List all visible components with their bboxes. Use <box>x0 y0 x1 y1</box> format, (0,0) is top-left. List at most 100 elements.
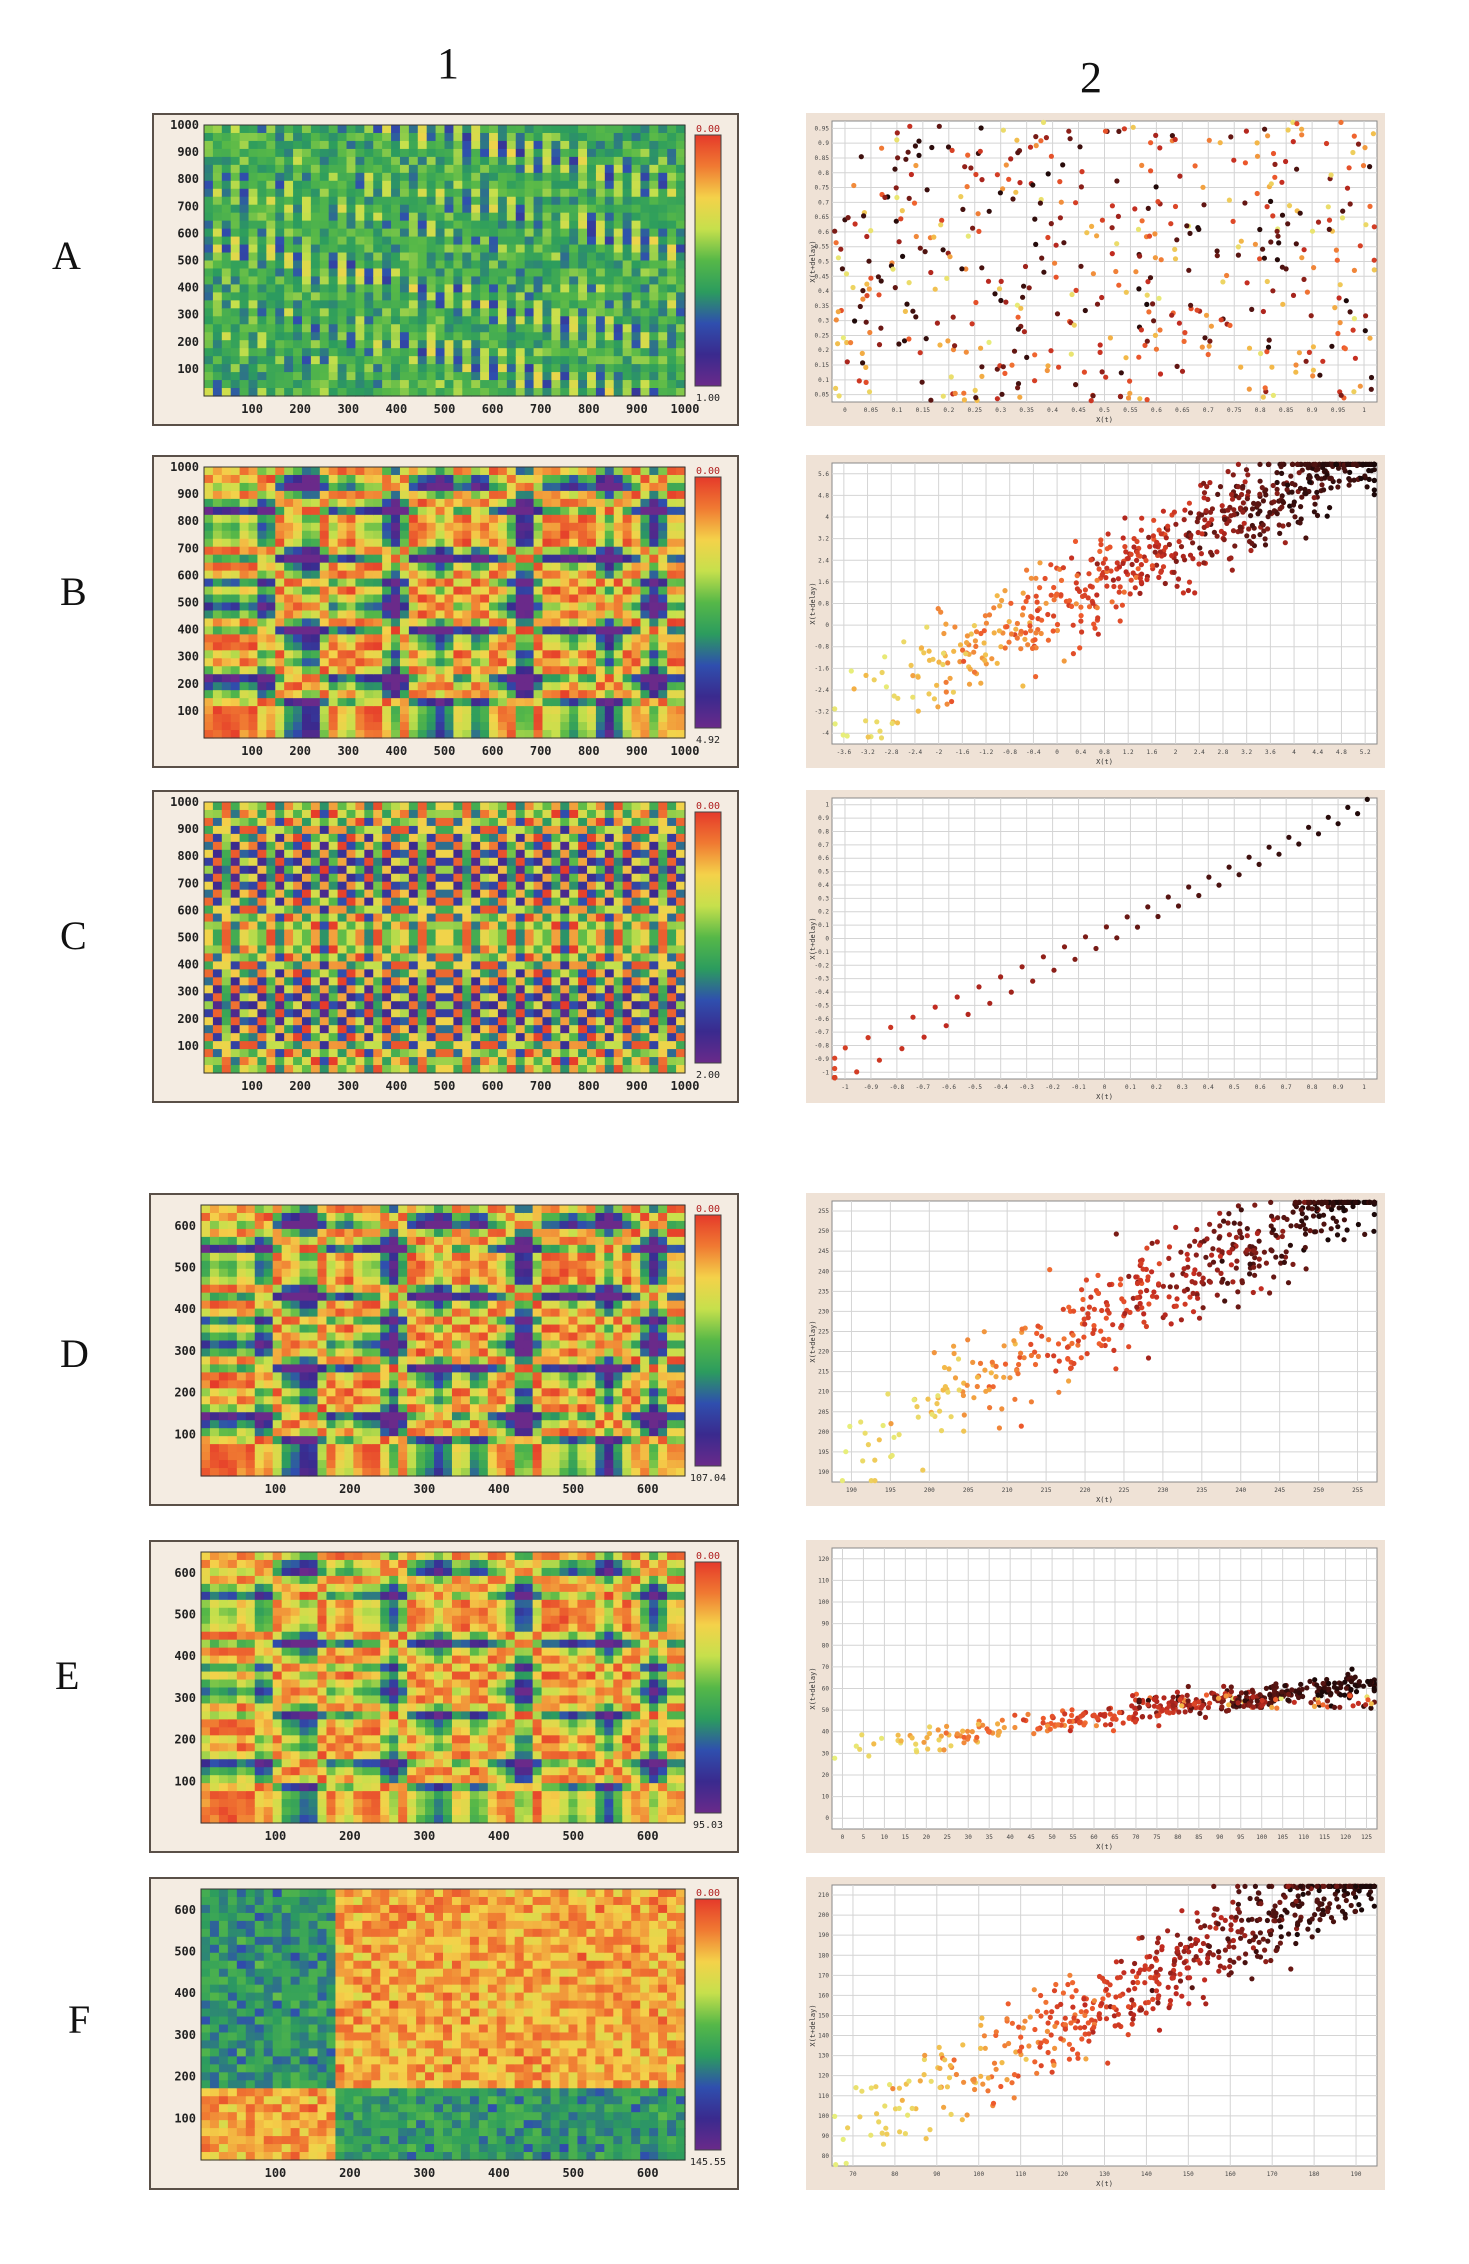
heatmap-cell <box>408 340 419 349</box>
heatmap-cell <box>248 698 259 707</box>
heatmap-cell <box>515 1025 526 1034</box>
heatmap-cell <box>622 156 633 166</box>
heatmap-cell <box>417 634 428 643</box>
heatmap-cell <box>355 1017 365 1026</box>
heatmap-cell <box>667 292 677 301</box>
heatmap-cell <box>471 993 481 1002</box>
heatmap-cell <box>480 156 490 166</box>
heatmap-cell <box>230 969 241 978</box>
heatmap-cell <box>631 602 642 612</box>
heatmap-cell <box>604 340 615 349</box>
heatmap-cell <box>489 292 499 301</box>
heatmap-cell <box>497 180 508 190</box>
heatmap-cell <box>426 1065 437 1074</box>
heatmap-cell <box>284 913 294 923</box>
heatmap-cell <box>480 1009 490 1018</box>
heatmap-cell <box>417 125 428 134</box>
heatmap-cell <box>346 881 357 891</box>
heatmap-cell <box>204 340 214 349</box>
heatmap-cell <box>676 252 686 262</box>
y-tick-label: 400 <box>177 623 199 637</box>
heatmap-cell <box>578 578 588 588</box>
heatmap-cell <box>649 570 659 580</box>
heatmap-cell <box>613 626 624 635</box>
heatmap-cell <box>364 682 374 691</box>
heatmap-cell <box>604 140 615 150</box>
heatmap-cell <box>257 292 267 301</box>
heatmap-cell <box>399 1009 410 1018</box>
heatmap-cell <box>319 857 330 867</box>
heatmap-cell <box>284 530 294 540</box>
heatmap-cell <box>551 236 561 246</box>
heatmap-cell <box>453 356 463 365</box>
heatmap-cell <box>221 578 232 588</box>
heatmap-cell <box>310 340 321 349</box>
heatmap-cell <box>230 284 241 293</box>
heatmap-cell <box>569 674 579 683</box>
heatmap-cell <box>489 841 499 851</box>
heatmap-cell <box>221 698 232 707</box>
heatmap-cell <box>426 913 437 923</box>
heatmap-cell <box>266 490 276 500</box>
heatmap-cell <box>355 268 365 278</box>
heatmap-cell <box>444 658 455 667</box>
heatmap-cell <box>667 530 677 540</box>
heatmap-cell <box>328 1025 339 1034</box>
heatmap-cell <box>310 953 321 963</box>
heatmap-cell <box>506 706 517 715</box>
heatmap-cell <box>569 514 579 524</box>
heatmap-cell <box>613 132 624 142</box>
heatmap-cell <box>364 905 374 915</box>
heatmap-cell <box>399 953 410 963</box>
heatmap-cell <box>560 212 570 222</box>
heatmap-cell <box>640 562 650 572</box>
heatmap-cell <box>382 825 392 835</box>
heatmap-cell <box>310 1001 321 1010</box>
heatmap-cell <box>587 348 597 357</box>
heatmap-cell <box>676 292 686 301</box>
heatmap-cell <box>212 857 223 867</box>
heatmap-cell <box>587 172 597 182</box>
heatmap-cell <box>471 1033 481 1042</box>
heatmap-cell <box>221 180 232 190</box>
heatmap-cell <box>284 578 294 588</box>
heatmap-cell <box>319 1001 330 1010</box>
heatmap-cell <box>391 506 401 516</box>
heatmap-cell <box>346 546 357 556</box>
heatmap-cell <box>248 586 259 596</box>
heatmap-cell <box>239 316 250 325</box>
heatmap-cell <box>293 300 303 309</box>
heatmap-cell <box>444 148 455 158</box>
heatmap-cell <box>524 1049 535 1058</box>
heatmap-cell <box>275 324 285 333</box>
heatmap-cell <box>560 626 570 635</box>
heatmap-cell <box>497 722 508 731</box>
heatmap-cell <box>257 204 267 214</box>
heatmap-cell <box>275 268 285 278</box>
heatmap-cell <box>453 148 463 158</box>
heatmap-cell <box>471 1017 481 1026</box>
heatmap-cell <box>346 937 357 947</box>
heatmap-cell <box>319 897 330 907</box>
heatmap-cell <box>399 722 410 731</box>
heatmap-cell <box>239 474 250 484</box>
heatmap-cell <box>417 554 428 564</box>
heatmap-cell <box>533 666 544 675</box>
heatmap-cell <box>551 388 561 397</box>
heatmap-cell <box>426 188 437 198</box>
heatmap-cell <box>266 212 276 222</box>
heatmap-cell <box>604 522 615 532</box>
heatmap-cell <box>284 1033 294 1042</box>
heatmap-cell <box>480 929 490 939</box>
heatmap-cell <box>667 148 677 158</box>
heatmap-cell <box>604 316 615 325</box>
heatmap-cell <box>275 977 285 986</box>
heatmap-cell <box>453 849 463 859</box>
heatmap-cell <box>640 666 650 675</box>
heatmap-cell <box>435 586 446 596</box>
heatmap-cell <box>355 929 365 939</box>
heatmap-cell <box>328 706 339 715</box>
heatmap-cell <box>676 506 686 516</box>
heatmap-cell <box>506 364 517 373</box>
heatmap-cell <box>310 284 321 293</box>
